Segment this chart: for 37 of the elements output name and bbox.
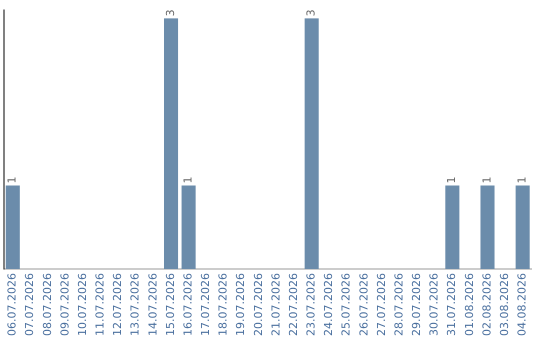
x-tick-label: 01.08.2026: [462, 273, 476, 336]
x-tick-label: 28.07.2026: [392, 273, 406, 336]
data-label: 1: [480, 176, 494, 184]
data-label: 3: [164, 9, 177, 16]
x-tick-label: 02.08.2026: [480, 273, 494, 336]
x-tick-label: 04.08.2026: [516, 273, 529, 336]
x-tick-label: 19.07.2026: [234, 273, 248, 336]
x-tick-label: 07.07.2026: [23, 273, 36, 336]
data-label: 1: [181, 176, 194, 184]
data-label: 3: [304, 9, 318, 16]
x-tick-label: 27.07.2026: [374, 273, 388, 336]
x-tick-label: 03.08.2026: [498, 273, 511, 336]
x-tick-label: 10.07.2026: [76, 273, 89, 336]
x-tick-label: 21.07.2026: [269, 273, 282, 336]
x-tick-label: 11.07.2026: [94, 273, 107, 336]
data-label: 1: [6, 176, 19, 184]
x-tick-label: 15.07.2026: [164, 273, 177, 336]
x-tick-label: 31.07.2026: [445, 273, 458, 336]
x-tick-label: 25.07.2026: [340, 273, 353, 336]
x-tick-label: 16.07.2026: [181, 273, 194, 336]
x-tick-label: 24.07.2026: [322, 273, 336, 336]
data-label: 1: [516, 176, 529, 184]
x-tick-label: 22.07.2026: [286, 273, 300, 336]
x-tick-label: 17.07.2026: [199, 273, 212, 336]
data-label: 1: [445, 176, 458, 184]
x-tick-label: 12.07.2026: [111, 273, 124, 336]
x-tick-label: 30.07.2026: [428, 273, 441, 336]
x-tick-label: 26.07.2026: [357, 273, 370, 336]
x-tick-label: 14.07.2026: [146, 273, 160, 336]
x-tick-label: 13.07.2026: [128, 273, 142, 336]
x-tick-label: 20.07.2026: [252, 273, 265, 336]
x-tick-label: 08.07.2026: [40, 273, 54, 336]
x-tick-label: 29.07.2026: [410, 273, 424, 336]
x-tick-label: 23.07.2026: [304, 273, 318, 336]
x-tick-label: 18.07.2026: [216, 273, 230, 336]
x-tick-label: 06.07.2026: [6, 273, 19, 336]
x-tick-label: 09.07.2026: [58, 273, 72, 336]
